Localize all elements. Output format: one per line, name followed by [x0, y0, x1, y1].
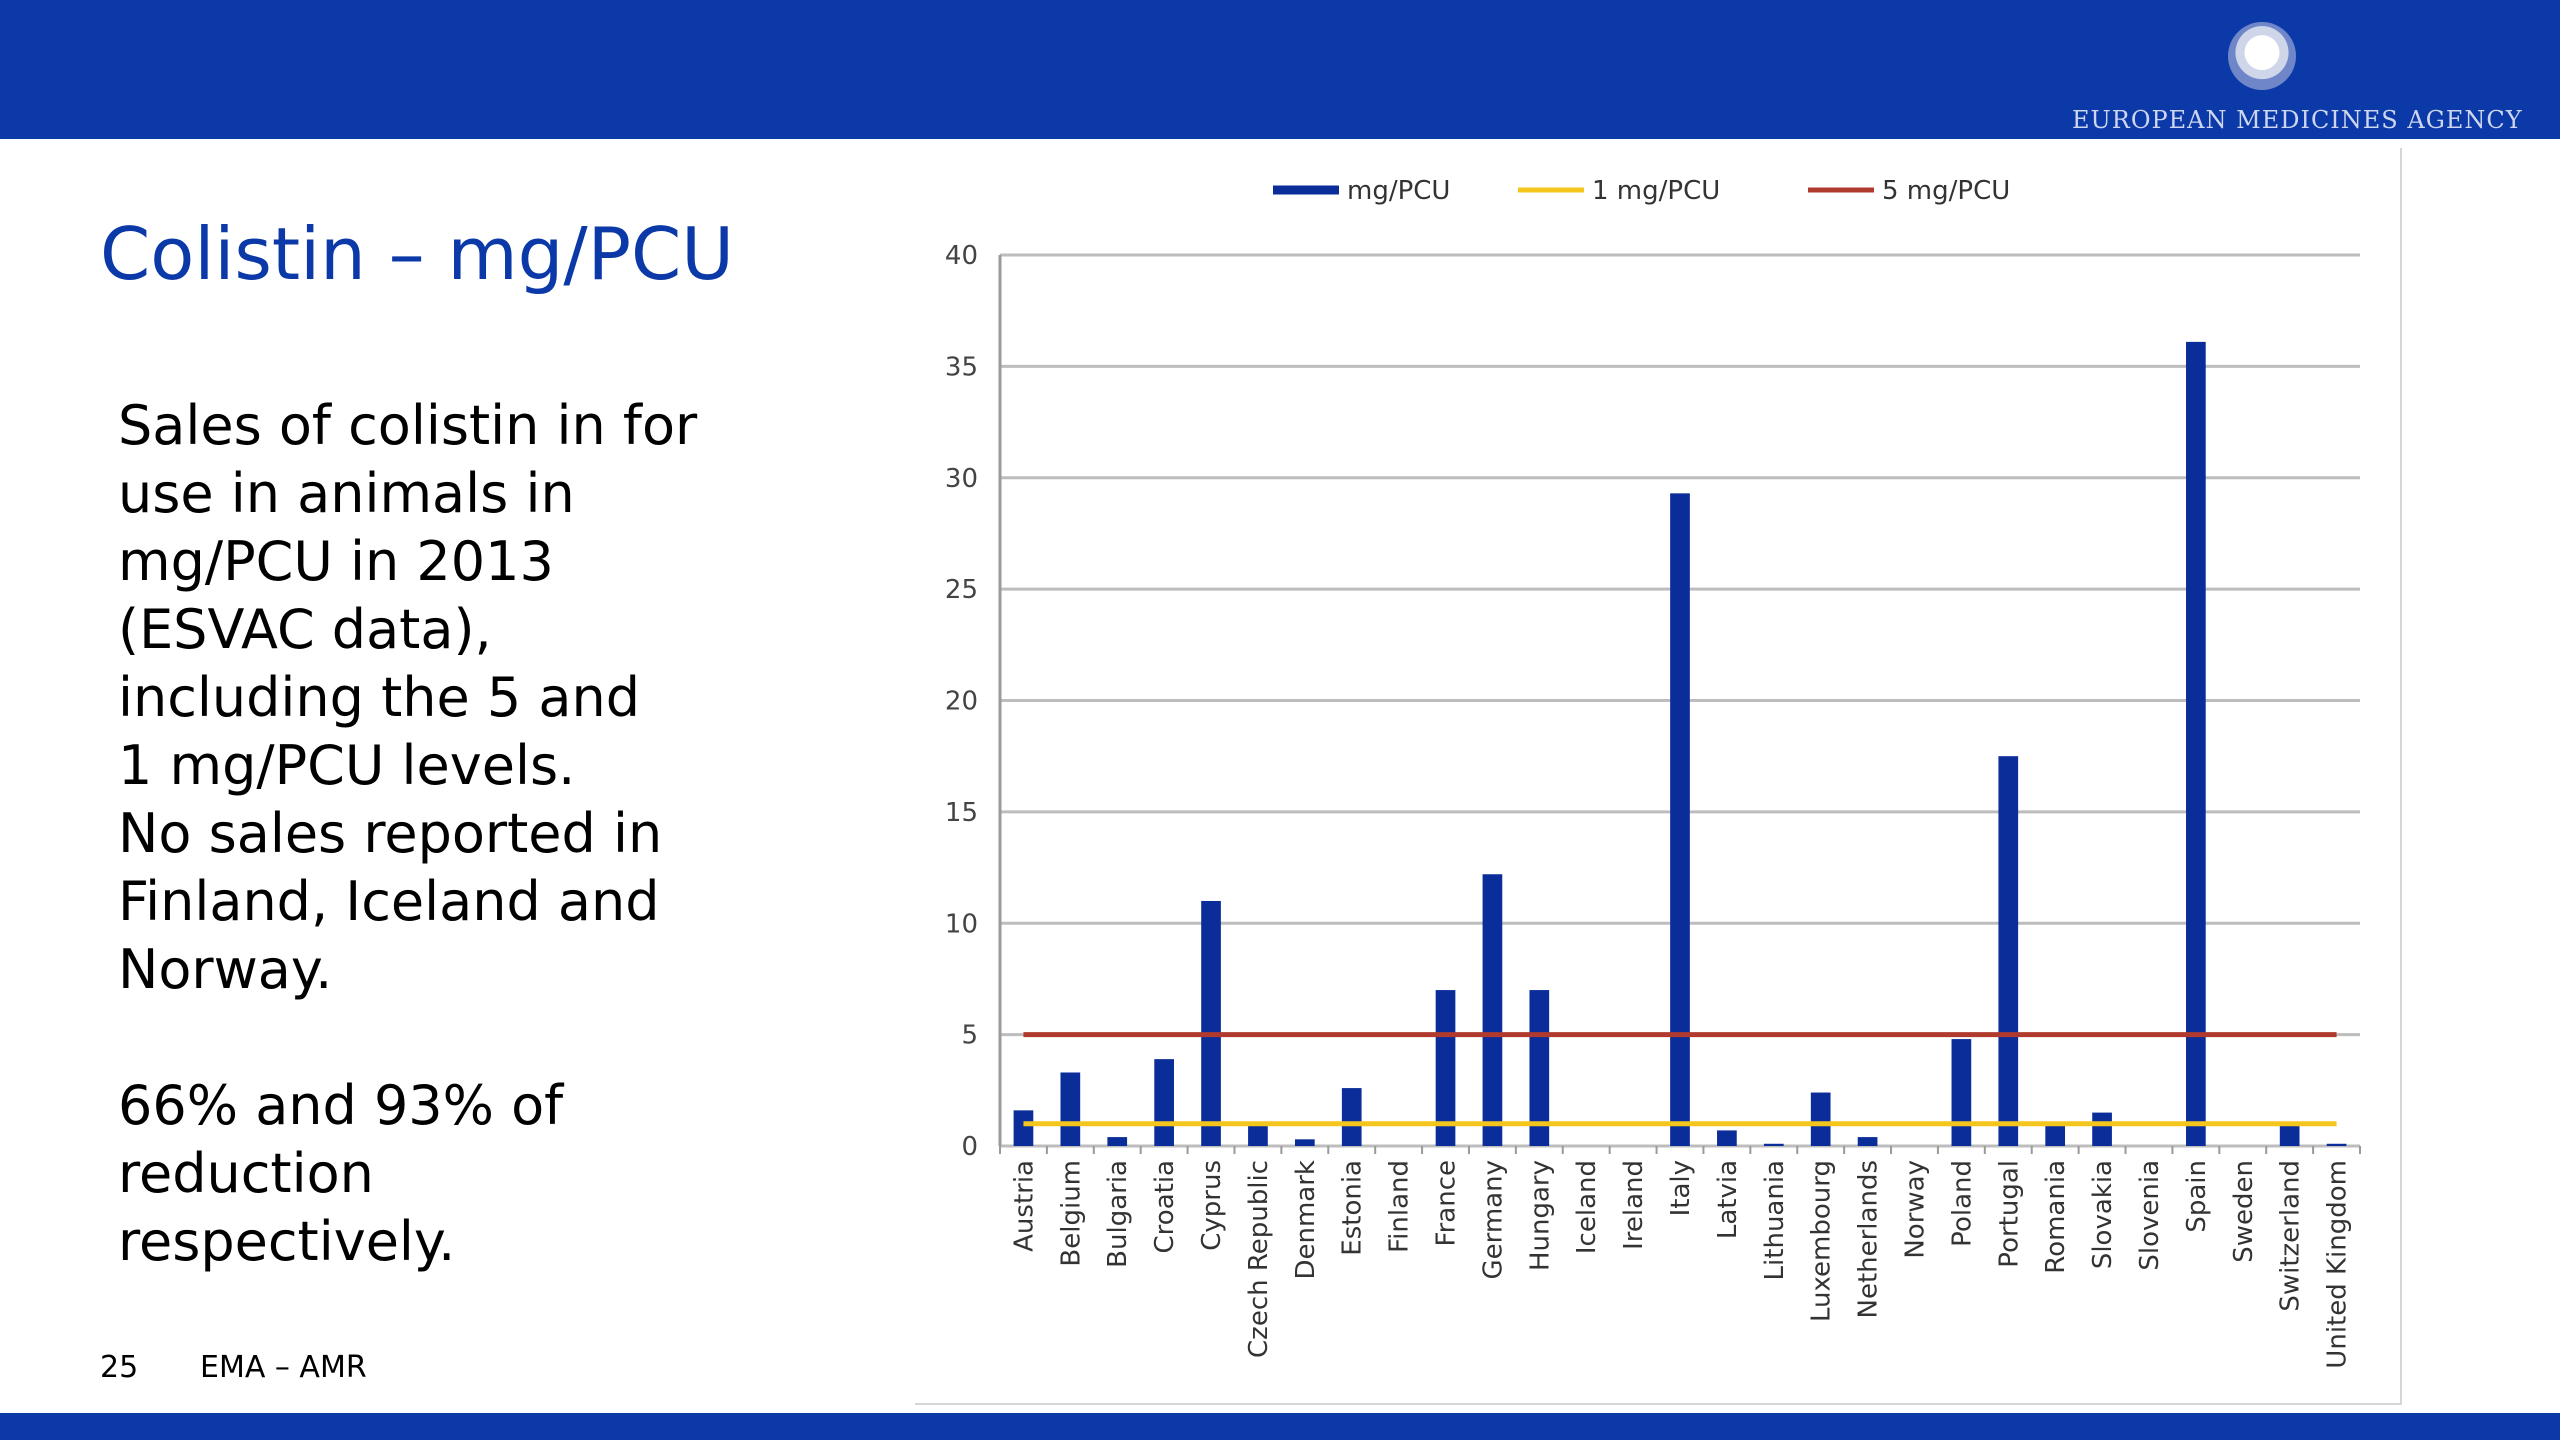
x-tick-label: Austria: [1009, 1160, 1039, 1252]
x-tick-label: Lithuania: [1760, 1160, 1790, 1280]
desc-line: mg/PCU in 2013: [118, 530, 554, 593]
chart-container: 0 5 10 15 20 25 30 35 40 Austria Belgium Bulgaria Cr…: [915, 148, 2402, 1405]
colistin-bar-chart: 0 5 10 15 20 25 30 35 40 Austria Belgium Bulgaria Cr…: [945, 176, 2361, 1369]
y-tick-label: 5: [961, 1021, 978, 1051]
y-tick-label: 30: [945, 464, 978, 494]
bar-cyprus: [1201, 900, 1221, 1146]
x-tick-label: Romania: [2041, 1160, 2071, 1274]
x-tick-label: Belgium: [1056, 1160, 1086, 1267]
page-number: 25: [100, 1350, 139, 1385]
x-tick-label: Bulgaria: [1103, 1160, 1133, 1268]
x-tick-label: Germany: [1478, 1160, 1508, 1280]
y-tick-label: 35: [945, 352, 978, 382]
x-tick-label: Hungary: [1525, 1160, 1555, 1271]
y-tick-label: 0: [961, 1132, 978, 1162]
x-tick-label: Portugal: [1994, 1160, 2024, 1268]
x-tick-label: Czech Republic: [1244, 1160, 1274, 1358]
y-tick-label: 20: [945, 687, 978, 717]
desc-line: (ESVAC data),: [118, 598, 492, 661]
y-tick-label: 25: [945, 575, 978, 605]
desc-line: including the 5 and: [118, 666, 640, 729]
bar-croatia: [1154, 1059, 1174, 1146]
bar-slovakia: [2092, 1112, 2112, 1146]
x-tick-label: Latvia: [1713, 1160, 1743, 1239]
desc-line: Norway.: [118, 938, 333, 1001]
x-tick-label: Denmark: [1291, 1160, 1321, 1280]
bar-belgium: [1060, 1072, 1081, 1146]
x-tick-label: Slovenia: [2135, 1160, 2165, 1271]
desc-line: No sales reported in: [118, 802, 663, 865]
bar-italy: [1670, 493, 1690, 1146]
x-tick-label: Netherlands: [1854, 1160, 1884, 1319]
desc-line: Finland, Iceland and: [118, 870, 660, 933]
x-tick-label: Ireland: [1619, 1160, 1649, 1250]
bar-switzerland: [2279, 1125, 2300, 1146]
x-tick-label: Luxembourg: [1807, 1160, 1837, 1322]
slide-description: Sales of colistin in for use in animals …: [118, 392, 818, 1276]
bar-estonia: [1341, 1088, 1362, 1146]
x-tick-label: Norway: [1900, 1160, 1930, 1259]
bar-latvia: [1717, 1130, 1737, 1146]
legend-label: 5 mg/PCU: [1882, 176, 2010, 206]
desc-line: respectively.: [118, 1210, 456, 1273]
desc-line: 66% and 93% of: [118, 1074, 564, 1137]
x-tick-label: Iceland: [1572, 1160, 1602, 1254]
bar-bulgaria: [1107, 1137, 1128, 1146]
legend-label: mg/PCU: [1347, 176, 1450, 206]
x-tick-label: Cyprus: [1197, 1160, 1227, 1251]
footer-band: [0, 1413, 2560, 1440]
x-tick-label: Sweden: [2229, 1160, 2259, 1263]
desc-line: 1 mg/PCU levels.: [118, 734, 576, 797]
bar-spain: [2186, 341, 2206, 1146]
bar-hungary: [1529, 990, 1550, 1146]
bar-united-kingdom: [2326, 1143, 2347, 1146]
bar-poland: [1951, 1039, 1972, 1146]
bar-germany: [1482, 874, 1503, 1146]
bar-denmark: [1294, 1139, 1315, 1146]
y-tick-label: 15: [945, 798, 978, 828]
logo-text: EUROPEAN MEDICINES AGENCY: [2072, 106, 2523, 134]
x-tick-label: Finland: [1385, 1160, 1415, 1253]
ema-logo: EUROPEAN MEDICINES AGENCY: [2072, 18, 2523, 138]
bar-netherlands: [1857, 1137, 1878, 1146]
legend-label: 1 mg/PCU: [1592, 176, 1720, 206]
x-tick-label: France: [1432, 1160, 1462, 1246]
y-tick-label: 40: [945, 241, 978, 271]
x-tick-label: Italy: [1666, 1160, 1696, 1216]
y-tick-label: 10: [945, 909, 978, 939]
bar-romania: [2045, 1125, 2066, 1146]
slide-title: Colistin – mg/PCU: [100, 212, 734, 296]
x-tick-label: United Kingdom: [2323, 1160, 2353, 1369]
x-tick-label: Poland: [1947, 1160, 1977, 1247]
header-band: [0, 0, 2560, 139]
bar-czech-republic: [1248, 1125, 1268, 1146]
desc-line: reduction: [118, 1142, 374, 1205]
desc-line: Sales of colistin in for: [118, 394, 698, 457]
ema-emblem-icon: [2228, 22, 2296, 90]
bar-austria: [1013, 1110, 1034, 1146]
bar-luxembourg: [1810, 1092, 1831, 1146]
bar-france: [1435, 990, 1456, 1146]
x-tick-label: Switzerland: [2276, 1160, 2306, 1312]
x-tick-label: Slovakia: [2088, 1160, 2118, 1269]
x-tick-label: Estonia: [1338, 1160, 1368, 1256]
bar-portugal: [1998, 756, 2019, 1146]
bar-lithuania: [1763, 1143, 1784, 1146]
x-tick-label: Croatia: [1150, 1160, 1180, 1253]
footer-text: EMA – AMR: [200, 1350, 367, 1385]
x-tick-label: Spain: [2182, 1160, 2212, 1233]
desc-line: use in animals in: [118, 462, 575, 525]
